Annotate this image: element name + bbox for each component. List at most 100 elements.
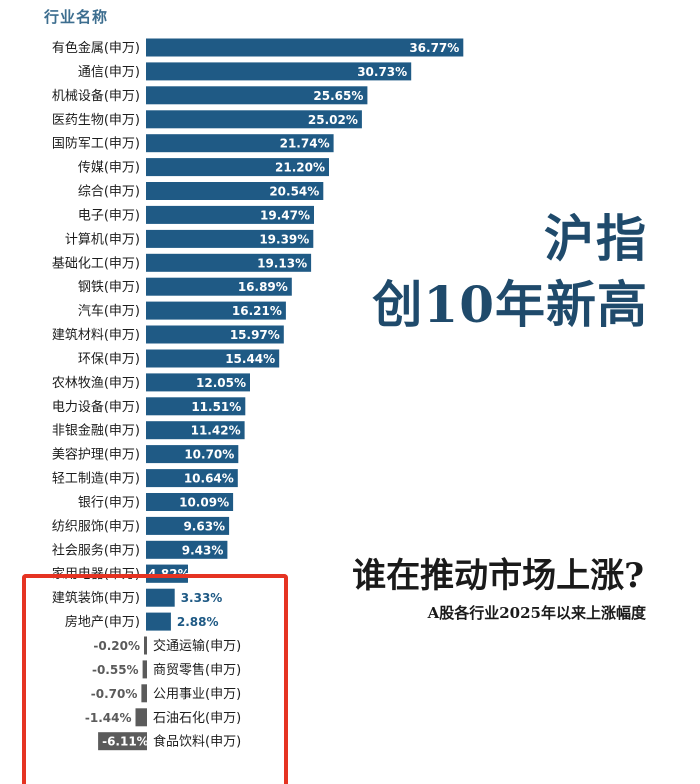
bar-row: 通信(申万) 30.73%: [78, 62, 412, 81]
bar-row: 电子(申万) 19.47%: [78, 205, 314, 224]
value-label: 36.77%: [409, 41, 459, 55]
category-label: 石油石化(申万): [153, 711, 241, 726]
bar: [98, 732, 147, 751]
category-label: 机械设备(申万): [52, 88, 140, 104]
bar-row: 社会服务(申万) 9.43%: [52, 540, 228, 559]
bar-row: -1.44% 石油石化(申万): [85, 708, 241, 727]
bar: [146, 182, 324, 200]
bar: [146, 397, 246, 416]
bar-row: 传媒(申万) 21.20%: [78, 158, 329, 177]
bar-row: 建筑材料(申万) 15.97%: [52, 325, 284, 344]
bar: [146, 38, 464, 57]
bar: [146, 253, 312, 272]
bar: [146, 540, 228, 559]
bar-row: 医药生物(申万) 25.02%: [52, 110, 362, 129]
bar: [146, 469, 238, 488]
category-label: 社会服务(申万): [52, 542, 140, 558]
bar: [146, 373, 250, 392]
bar-row: 轻工制造(申万) 10.64%: [52, 469, 238, 488]
bar-row: 电力设备(申万) 11.51%: [52, 397, 246, 416]
bar-row: 计算机(申万) 19.39%: [65, 229, 314, 248]
value-label: 10.70%: [184, 448, 234, 462]
bar-row: 汽车(申万) 16.21%: [78, 301, 286, 320]
bar: [146, 134, 334, 153]
bar: [141, 684, 147, 703]
value-label: 16.89%: [238, 280, 288, 294]
value-label: -1.44%: [85, 711, 132, 725]
bar: [144, 636, 147, 655]
category-label: 轻工制造(申万): [52, 472, 140, 487]
value-label: -6.11%: [102, 735, 149, 749]
bar-row: 国防军工(申万) 21.74%: [52, 134, 334, 153]
bar: [142, 660, 147, 679]
category-label: 综合(申万): [78, 185, 140, 200]
category-label: 国防军工(申万): [52, 136, 140, 152]
value-label: 9.43%: [182, 543, 224, 557]
category-label: 房地产(申万): [65, 614, 140, 630]
value-label: 15.44%: [225, 352, 275, 366]
category-label: 医药生物(申万): [52, 113, 140, 128]
bar: [146, 205, 314, 224]
bar-row: -6.11% 食品饮料(申万): [98, 732, 241, 751]
value-label: 21.74%: [280, 137, 330, 151]
bar-row: -0.55% 商贸零售(申万): [92, 660, 241, 679]
bar-row: 银行(申万) 10.09%: [78, 493, 234, 511]
chart-subtitle: A股各行业2025年以来上涨幅度: [427, 604, 646, 622]
category-label: 农林牧渔(申万): [52, 376, 140, 391]
category-label: 电子(申万): [78, 208, 140, 223]
category-label: 非银金融(申万): [52, 423, 140, 439]
bar-row: 房地产(申万) 2.88%: [65, 612, 219, 631]
value-label: 3.33%: [181, 591, 223, 605]
bar: [146, 229, 314, 248]
category-label: 银行(申万): [78, 496, 140, 511]
category-label: 有色金属(申万): [52, 40, 140, 56]
value-label-box: [146, 564, 188, 583]
category-label: 基础化工(申万): [52, 256, 140, 271]
bar-row: 建筑装饰(申万) 3.33%: [52, 588, 223, 607]
bar-row: 非银金融(申万) 11.42%: [52, 421, 245, 440]
bar: [146, 493, 234, 511]
value-label: 20.54%: [269, 185, 319, 199]
category-label: 通信(申万): [78, 65, 140, 80]
column-header-label: 行业名称: [44, 8, 109, 26]
highlight-box: [22, 574, 288, 784]
category-label: 美容护理(申万): [52, 447, 140, 463]
category-label: 钢铁(申万): [78, 280, 140, 295]
bar-row: 环保(申万) 15.44%: [78, 349, 280, 368]
bar-row: 综合(申万) 20.54%: [78, 182, 324, 200]
value-label: 19.13%: [257, 256, 307, 270]
bar: [146, 612, 171, 631]
category-label: 纺织服饰(申万): [52, 519, 140, 534]
bar-row: -0.70% 公用事业(申万): [91, 684, 241, 703]
value-label: -0.70%: [91, 687, 138, 701]
bar-row: 美容护理(申万) 10.70%: [52, 445, 239, 464]
value-label: 19.47%: [260, 208, 310, 222]
bar: [146, 516, 230, 535]
value-label: -0.55%: [92, 663, 139, 677]
category-label: 环保(申万): [78, 352, 140, 367]
bar: [135, 708, 147, 727]
category-label: 公用事业(申万): [153, 687, 241, 702]
bar: [146, 277, 292, 296]
bar-row: 农林牧渔(申万) 12.05%: [52, 373, 250, 392]
bar: [146, 325, 284, 344]
value-label: 21.20%: [275, 161, 325, 175]
bar-row: 机械设备(申万) 25.65%: [52, 86, 368, 105]
bar: [146, 86, 368, 105]
category-label: 建筑材料(申万): [52, 327, 140, 343]
value-label: 12.05%: [196, 376, 246, 390]
bar-row: -0.20% 交通运输(申万): [93, 636, 241, 655]
category-label: 商贸零售(申万): [153, 662, 241, 678]
bar: [146, 421, 245, 440]
bar: [146, 110, 362, 129]
category-label: 传媒(申万): [78, 161, 140, 176]
bar-row: 有色金属(申万) 36.77%: [52, 38, 464, 57]
question-heading: 谁在推动市场上涨?: [352, 556, 644, 596]
value-label: 19.39%: [259, 232, 309, 246]
value-label: 11.42%: [191, 424, 241, 438]
main-title-line2: 创10年新高: [372, 275, 648, 334]
bar: [146, 301, 286, 320]
category-label: 食品饮料(申万): [153, 734, 241, 750]
value-label: 15.97%: [230, 328, 280, 342]
